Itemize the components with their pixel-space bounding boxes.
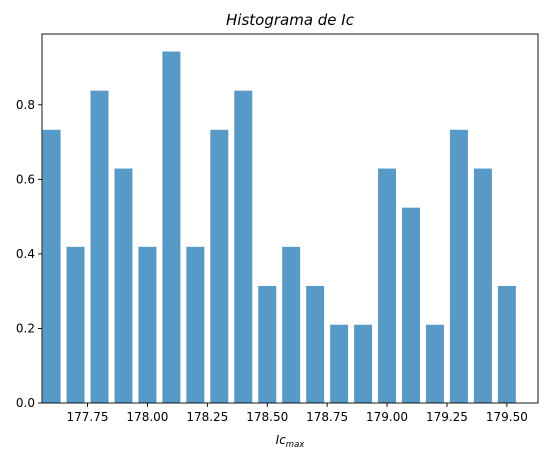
x-tick-label: 179.50 [486,410,528,424]
histogram-bar [497,285,516,403]
histogram-bar [330,324,349,403]
y-tick-label: 0.4 [16,247,35,261]
x-tick-label: 179.00 [366,410,408,424]
x-axis-ticks: 177.75 178.00 178.25 178.50 178.75 179.00 179.… [67,403,528,424]
histogram-bar [282,246,301,403]
y-tick-label: 0.8 [16,98,35,112]
x-tick-label: 178.50 [246,410,288,424]
x-tick-label: 178.00 [126,410,168,424]
histogram-bar [210,129,229,404]
x-tick-label: 178.75 [306,410,348,424]
x-axis-label: Icmax [276,433,306,450]
x-axis-label-base: Ic [276,433,287,447]
x-tick-label: 177.75 [67,410,109,424]
y-tick-label: 0.6 [16,172,35,186]
chart-title: Histograma de Ic [226,11,355,29]
histogram-bar [258,285,277,403]
histogram-bar [42,129,61,404]
histogram-bar [138,246,157,403]
x-tick-label: 178.25 [186,410,228,424]
y-tick-label: 0.0 [16,396,35,410]
histogram-bar [449,129,468,404]
x-tick-label: 179.25 [426,410,468,424]
histogram-bar [162,51,181,404]
bars-group [42,51,516,404]
x-axis-label-subscript: max [286,440,305,450]
y-axis-ticks: 0.0 0.2 0.4 0.6 0.8 [16,98,42,410]
histogram-bar [306,285,325,403]
histogram-bar [66,246,85,403]
histogram-bar [425,324,444,403]
histogram-bar [402,207,420,403]
histogram-bar [90,90,109,404]
histogram-bar [378,168,397,403]
y-tick-label: 0.2 [16,321,35,335]
histogram-bar [354,324,373,403]
histogram-bar [473,168,492,403]
histogram-bar [234,90,253,404]
histogram-bar [186,246,205,403]
plot-frame [41,33,539,404]
histogram-bar [114,168,133,403]
